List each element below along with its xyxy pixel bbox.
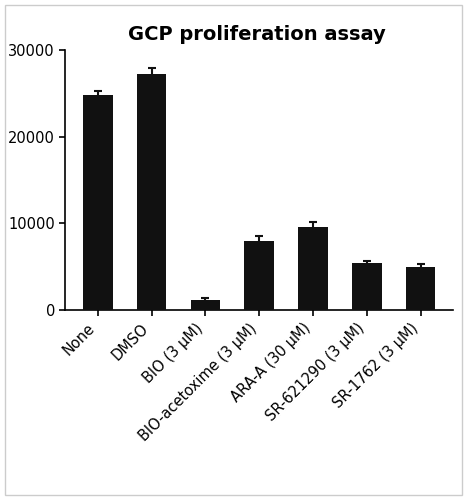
- Bar: [83, 95, 113, 310]
- Bar: [298, 227, 328, 310]
- Bar: [406, 266, 435, 310]
- Bar: [244, 240, 274, 310]
- Bar: [137, 74, 166, 310]
- Bar: [352, 263, 382, 310]
- Text: GCP proliferation assay: GCP proliferation assay: [128, 25, 386, 44]
- Bar: [191, 300, 220, 310]
